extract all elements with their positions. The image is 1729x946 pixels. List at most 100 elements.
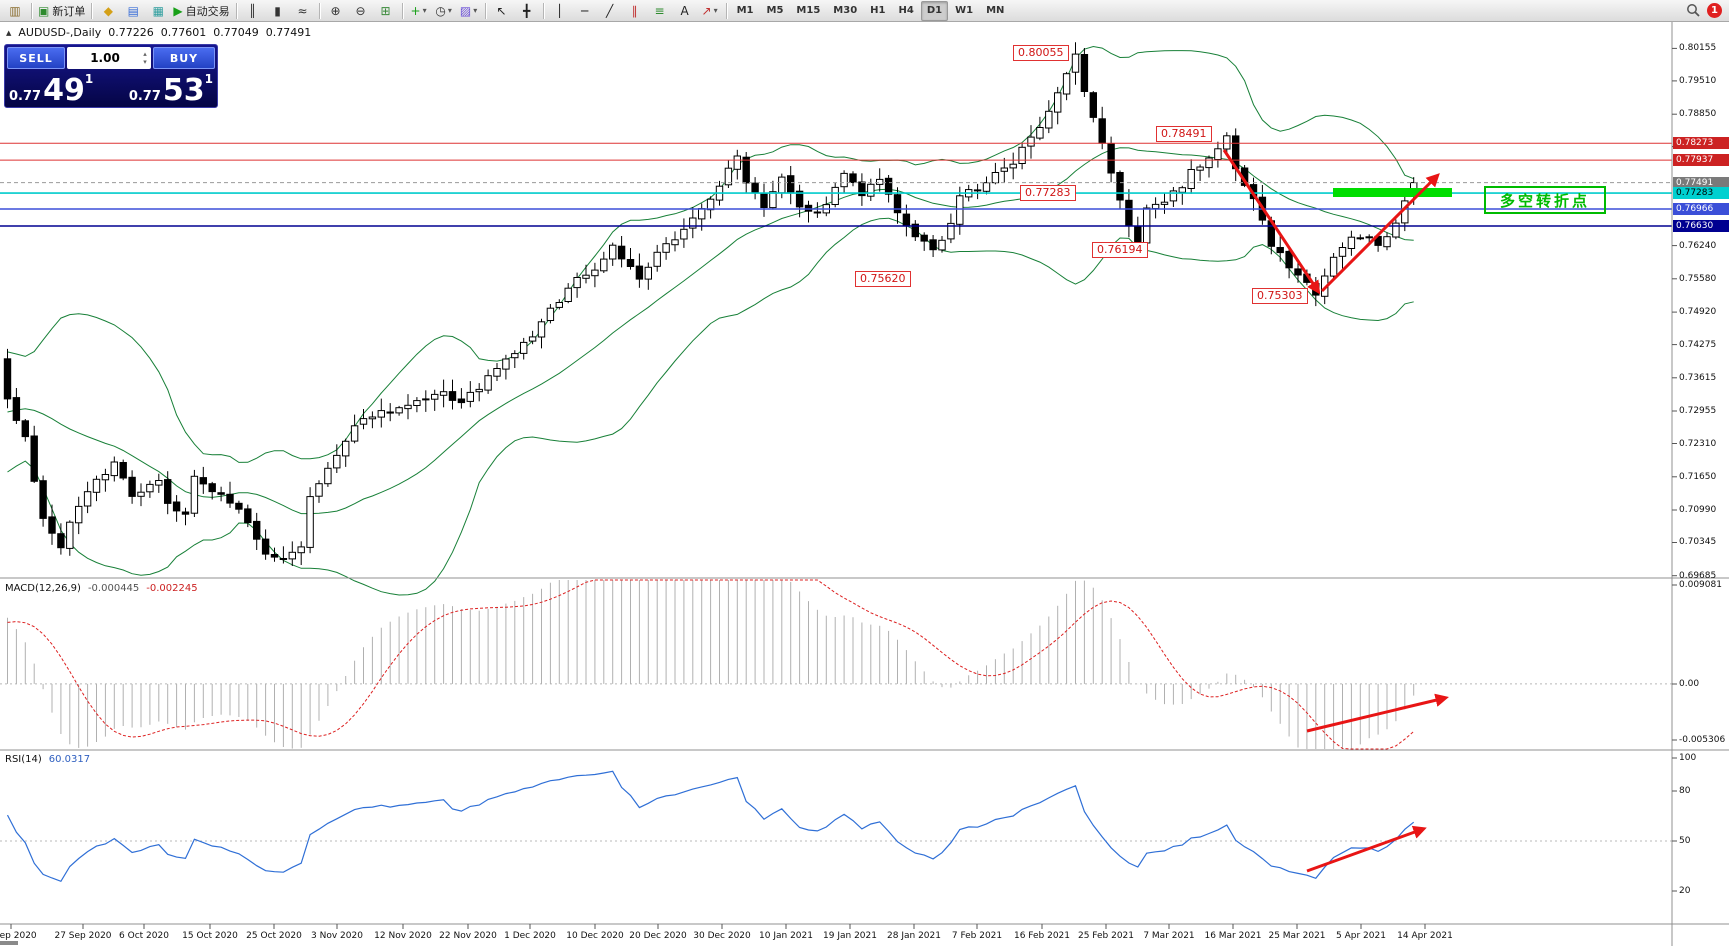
toolbar-separator (725, 2, 727, 19)
horizontal-line-icon: ─ (580, 3, 589, 18)
timeframe-h4[interactable]: H4 (898, 5, 914, 16)
bars-mode-button[interactable]: ║ (241, 1, 265, 21)
new-order-button-label: 新订单 (52, 4, 86, 18)
volume-spinner[interactable]: ▴ ▾ (140, 48, 150, 68)
indicators-button[interactable]: + ▾ (407, 1, 431, 21)
timeframe-mn[interactable]: MN (986, 5, 1005, 16)
chevron-down-icon: ▾ (447, 6, 452, 15)
rsi-line (6, 770, 1415, 883)
fibonacci-button[interactable]: ≡ (648, 1, 672, 21)
bollinger-upper (7, 45, 1414, 463)
new-order-button[interactable]: ▣ 新订单 (36, 1, 87, 21)
volume-up-icon[interactable]: ▴ (143, 50, 147, 58)
crosshair-icon: ╋ (522, 3, 531, 18)
toolbar-right-group: 1 (1686, 3, 1726, 18)
one-click-trading-widget: SELL ▴ ▾ BUY 0.77 49 1 0.77 53 1 (4, 44, 218, 108)
vertical-line-icon: │ (555, 3, 564, 18)
tile-windows-button[interactable]: ⊞ (374, 1, 398, 21)
new-chart-icon: ▥ (9, 3, 21, 18)
text-icon: A (680, 3, 689, 18)
timeframe-m1[interactable]: M1 (736, 5, 754, 16)
zoom-in-button[interactable]: ⊕ (324, 1, 348, 21)
cursor-button[interactable]: ↖ (490, 1, 514, 21)
timeframe-w1[interactable]: W1 (955, 5, 974, 16)
volume-field[interactable]: ▴ ▾ (67, 47, 151, 69)
macd-histogram (7, 580, 1415, 749)
macd-signal-line (7, 579, 1415, 750)
auto-trading-icon: ▶ (173, 3, 183, 18)
auto-trading-button[interactable]: ▶ 自动交易 (171, 1, 231, 21)
timeframe-d1[interactable]: D1 (920, 0, 949, 21)
buy-price-figure: 0.77 (128, 89, 161, 104)
market-watch-button[interactable]: ▤ (121, 1, 145, 21)
toolbar-separator (318, 2, 320, 19)
channel-button[interactable]: ∥ (623, 1, 647, 21)
sell-price-point: 1 (84, 72, 94, 86)
buy-button[interactable]: BUY (153, 47, 215, 69)
data-window-icon: ▦ (152, 3, 165, 18)
horizontal-line-button[interactable]: ─ (573, 1, 597, 21)
toolbar-separator (401, 2, 403, 19)
buy-price-point: 1 (204, 72, 213, 86)
buy-price-display[interactable]: 0.77 53 1 (127, 71, 215, 107)
sell-button[interactable]: SELL (7, 47, 65, 69)
timeframe-h1[interactable]: H1 (870, 5, 886, 16)
trend-arrow (1222, 149, 1321, 295)
toolbar: ▥ ▣ 新订单 ◆ ▤ ▦ ▶ 自动交易 ║ ▮ ≈ ⊕ ⊖ ⊞ + ▾ ◷ ▾ ▨ ▾ ↖ ╋ │ ─ ╱ ∥ ≡ A ↗ ▾ M1 M5 M… (0, 0, 1729, 22)
toolbar-separator (91, 2, 93, 19)
zoom-out-icon: ⊖ (355, 3, 366, 18)
sell-price-display[interactable]: 0.77 49 1 (7, 71, 95, 107)
crosshair-button[interactable]: ╋ (515, 1, 539, 21)
fibonacci-icon: ≡ (654, 3, 665, 18)
vertical-line-button[interactable]: │ (548, 1, 572, 21)
candles-layer (3, 42, 1418, 566)
arrows-icon: ↗ (701, 3, 712, 18)
profiles-button[interactable]: ◆ (96, 1, 120, 21)
trendline-icon: ╱ (605, 3, 614, 18)
arrows-button[interactable]: ↗ ▾ (698, 1, 722, 21)
line-mode-icon: ≈ (297, 3, 308, 18)
trend-arrow (1306, 825, 1427, 873)
tile-windows-icon: ⊞ (380, 3, 391, 18)
toolbar-separator (235, 2, 237, 19)
volume-input[interactable] (67, 50, 151, 66)
indicators-icon: + (410, 3, 421, 18)
data-window-button[interactable]: ▦ (146, 1, 170, 21)
profiles-icon: ◆ (103, 3, 113, 18)
bollinger-bands (7, 45, 1414, 596)
sell-price-pips: 49 (43, 73, 85, 108)
bars-mode-icon: ║ (248, 3, 257, 18)
toolbar-separator (484, 2, 486, 19)
periods-button[interactable]: ◷ ▾ (432, 1, 456, 21)
notification-badge[interactable]: 1 (1707, 3, 1722, 18)
candles-mode-button[interactable]: ▮ (266, 1, 290, 21)
periods-icon: ◷ (435, 3, 446, 18)
trend-arrow (1320, 173, 1440, 293)
cursor-icon: ↖ (496, 3, 507, 18)
new-chart-button[interactable]: ▥ (3, 1, 27, 21)
market-watch-icon: ▤ (127, 3, 140, 18)
bollinger-lower (7, 217, 1414, 596)
templates-icon: ▨ (459, 3, 472, 18)
trend-arrow (1306, 693, 1449, 733)
candles-mode-icon: ▮ (274, 3, 281, 18)
channel-icon: ∥ (631, 3, 638, 18)
search-icon[interactable] (1686, 3, 1701, 18)
timeframe-m30[interactable]: M30 (833, 5, 858, 16)
zoom-out-button[interactable]: ⊖ (349, 1, 373, 21)
line-mode-button[interactable]: ≈ (291, 1, 315, 21)
toolbar-separator (542, 2, 544, 19)
timeframe-m5[interactable]: M5 (766, 5, 784, 16)
bollinger-middle (7, 147, 1414, 515)
trendline-button[interactable]: ╱ (598, 1, 622, 21)
volume-down-icon[interactable]: ▾ (143, 58, 147, 66)
highlight-bar (1333, 188, 1452, 197)
text-button[interactable]: A (673, 1, 697, 21)
timeframe-m15[interactable]: M15 (796, 5, 821, 16)
templates-button[interactable]: ▨ ▾ (457, 1, 481, 21)
buy-price-pips: 53 (162, 73, 205, 108)
chevron-down-icon: ▾ (713, 6, 718, 15)
auto-trading-button-label: 自动交易 (185, 4, 230, 18)
